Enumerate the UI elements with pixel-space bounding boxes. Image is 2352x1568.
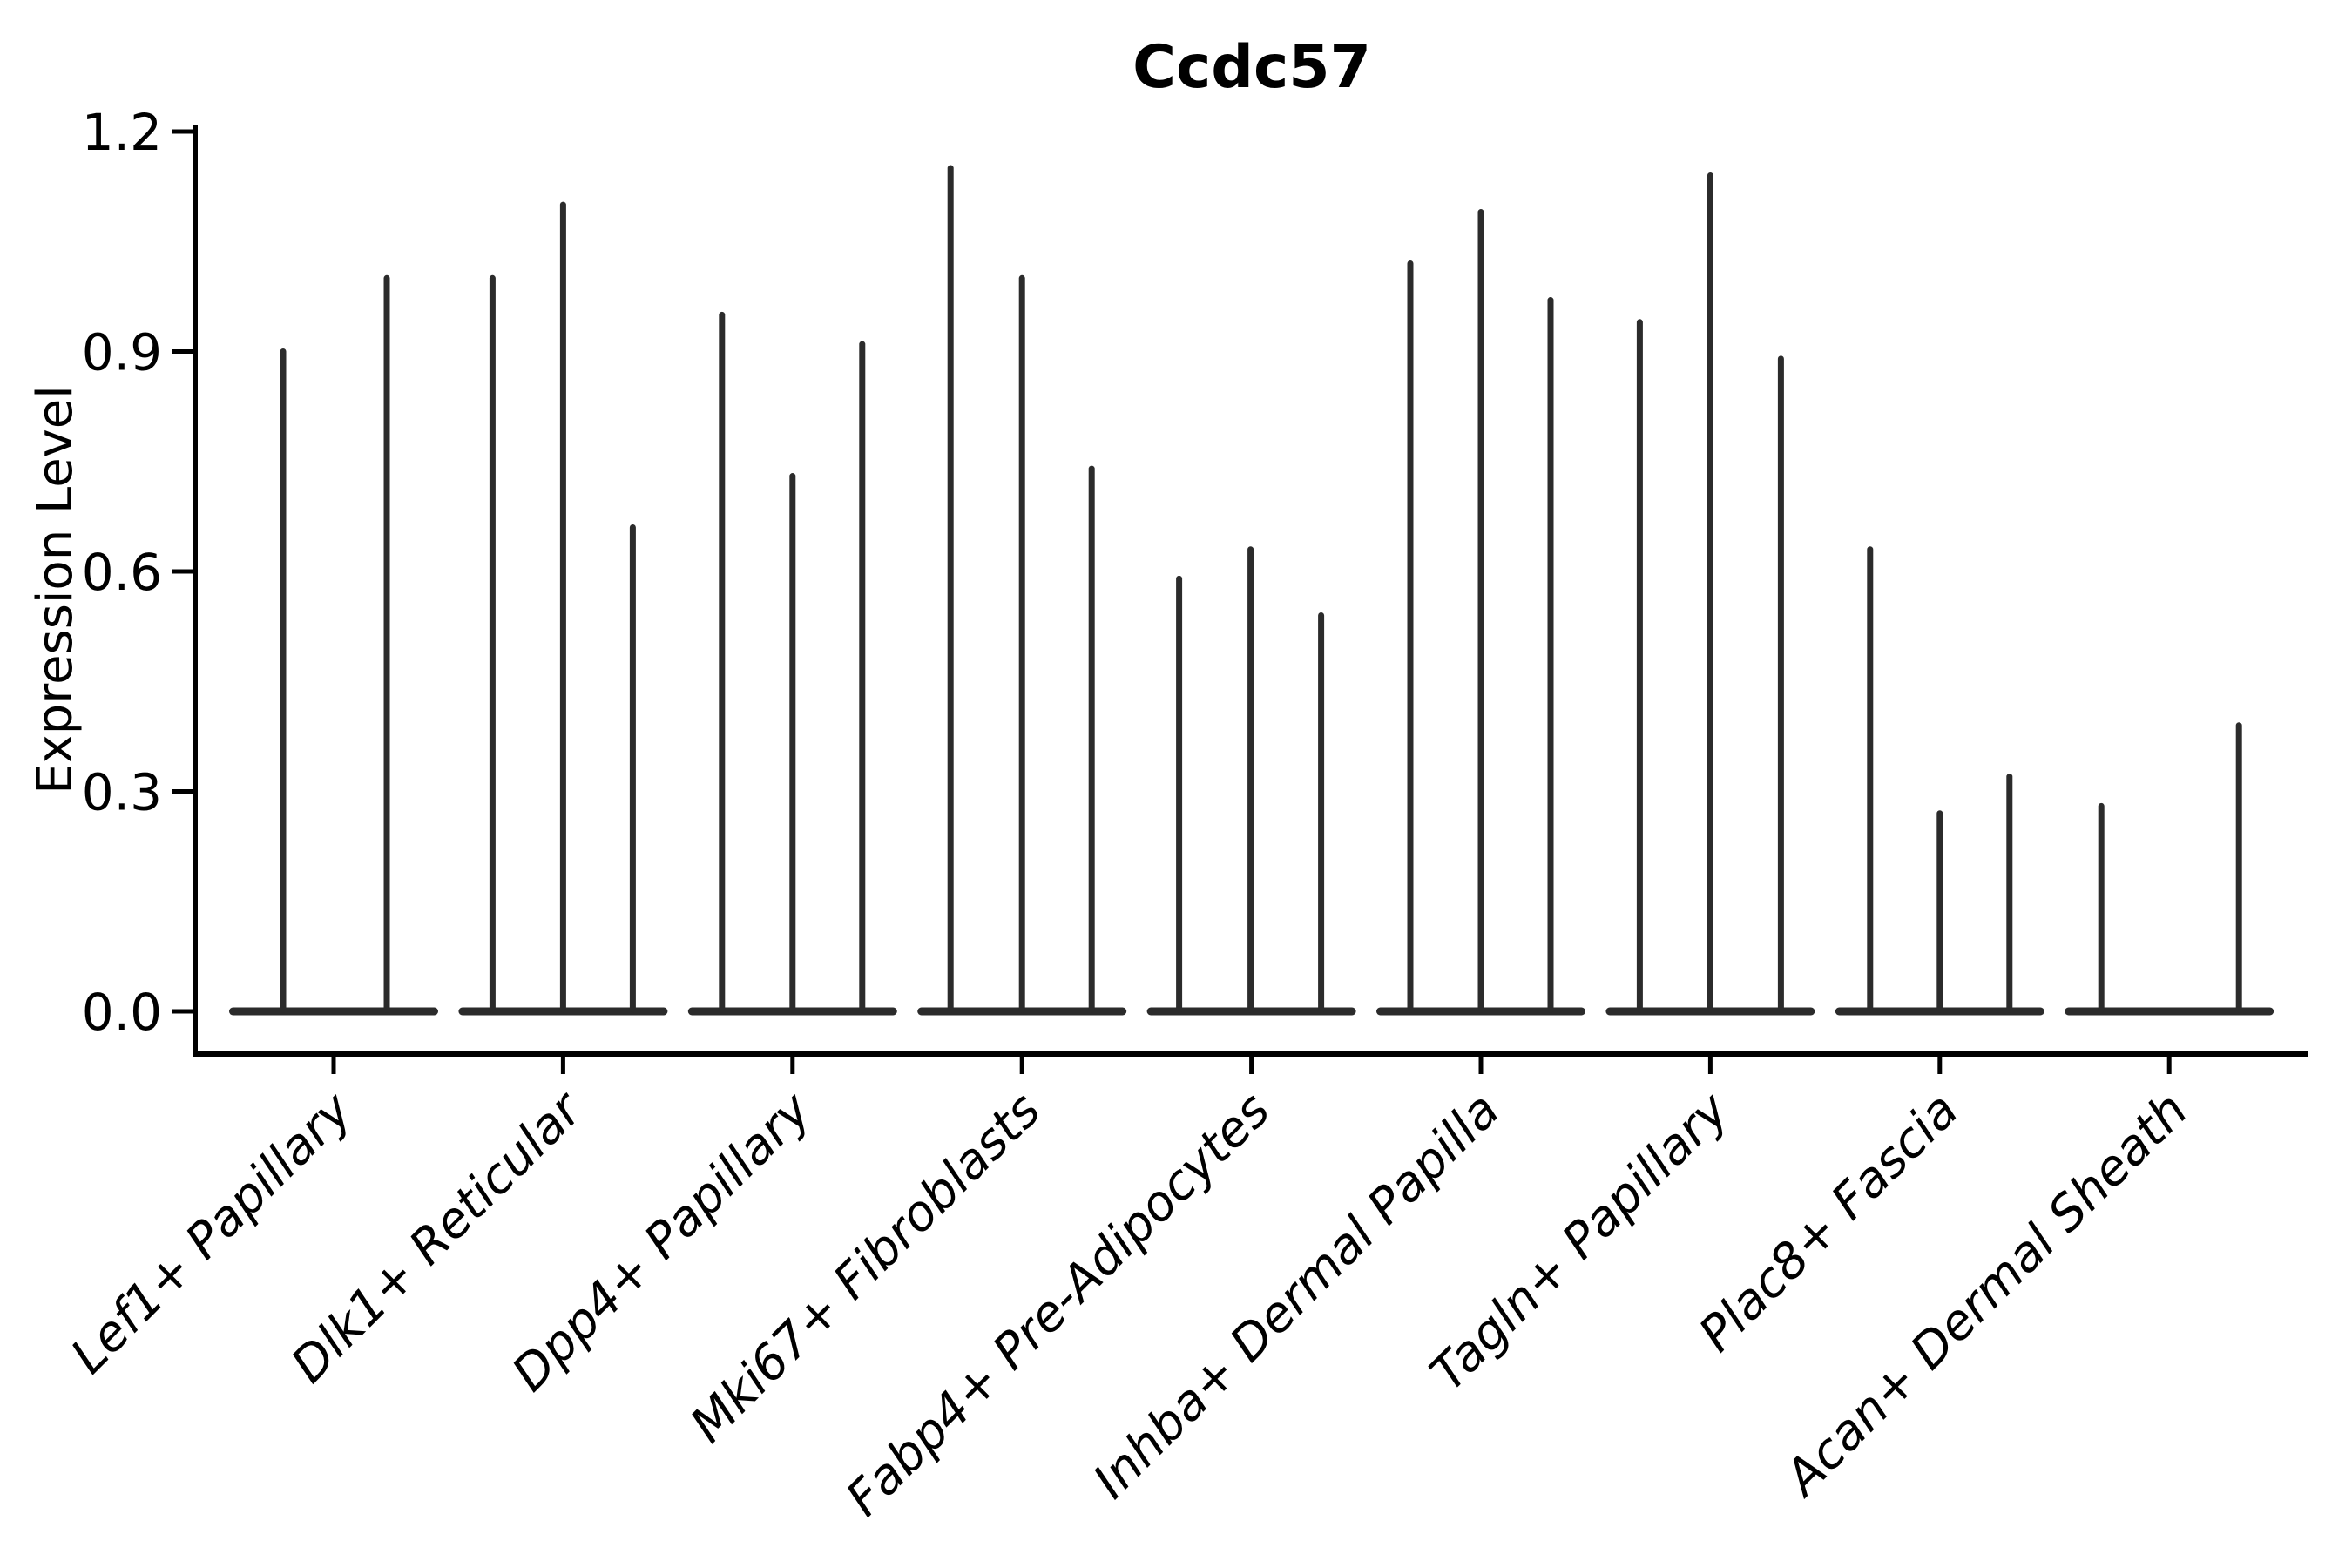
- violin-base: [229, 1007, 438, 1016]
- violins: [229, 165, 2274, 1016]
- x-tick-label: Inhba+ Dermal Papilla: [1083, 1082, 1511, 1510]
- chart-title: Ccdc57: [1132, 33, 1371, 102]
- y-tick-label: 0.0: [82, 983, 162, 1042]
- y-tick-label: 0.9: [82, 322, 162, 382]
- y-tick-label: 0.3: [82, 762, 162, 821]
- violin-base: [2065, 1007, 2274, 1016]
- y-tick-label: 1.2: [82, 103, 162, 162]
- x-tick-label: Acan+ Dermal Sheath: [1773, 1082, 2199, 1508]
- y-axis-label: Expression Level: [27, 385, 84, 794]
- y-axis: 0.0 0.3 0.6 0.9 1.2: [82, 103, 193, 1042]
- y-tick-label: 0.6: [82, 543, 162, 602]
- x-tick-label: Fabp4+ Pre-Adipocytes: [835, 1082, 1281, 1527]
